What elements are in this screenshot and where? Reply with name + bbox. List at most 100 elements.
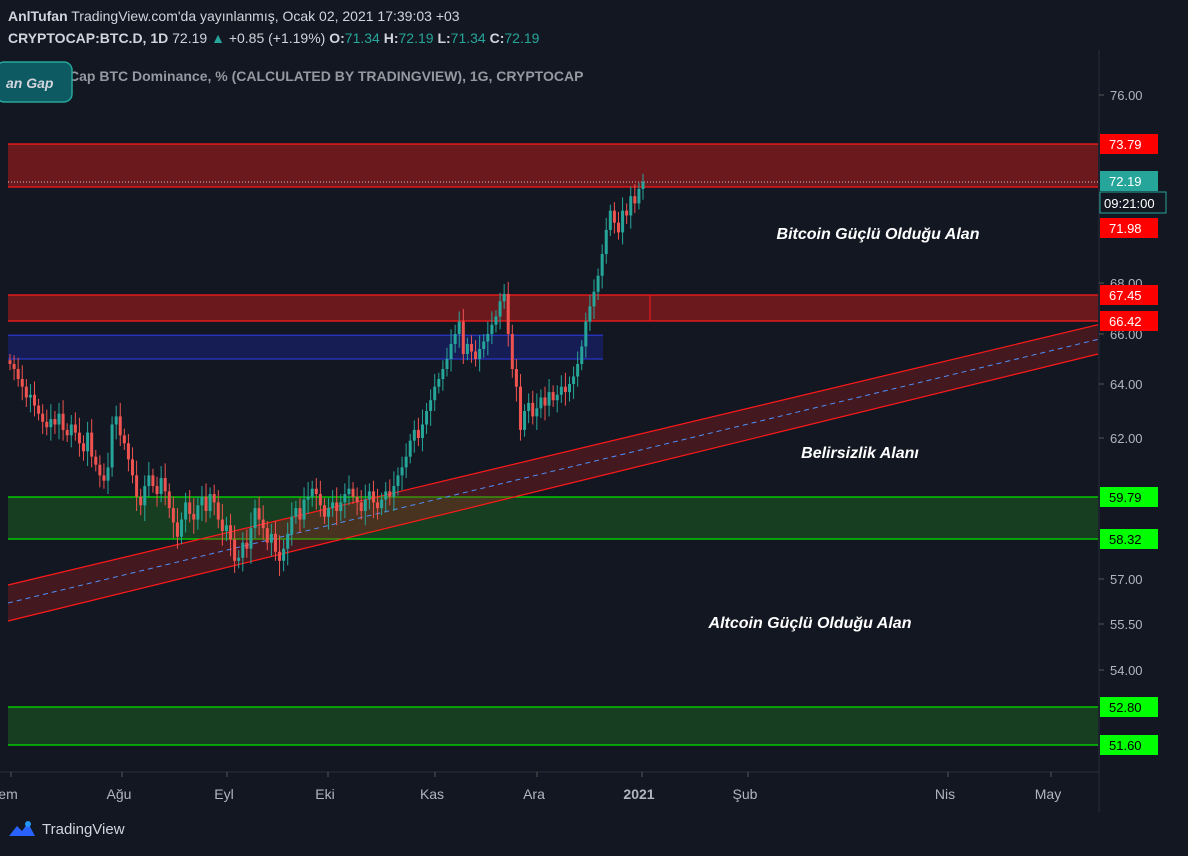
author-name[interactable]: AnlTufan [8,8,68,24]
candle [257,496,261,536]
candle-body [555,394,559,401]
price-label-51.60: 51.60 [1100,735,1158,755]
candle-body [588,306,592,322]
candle [351,482,355,504]
candle-body [437,379,441,387]
candle-body [404,456,408,468]
candle [69,415,73,448]
candle-body [494,316,498,325]
candle-body [167,491,171,509]
candle-body [106,467,110,481]
x-axis[interactable]: em Ağu Eyl Eki Kas Ara 2021 Şub Nis May [0,771,1099,802]
candle-body [596,275,600,292]
candle [371,480,375,519]
candle-body [396,475,400,487]
close-label: C: [489,30,505,46]
open-value: 71.34 [344,30,380,46]
candle [437,372,441,394]
candle-body [53,419,57,425]
candle-body [28,394,32,398]
candle-body [600,254,604,276]
price-label-text: 73.79 [1109,137,1142,152]
candle [114,405,118,440]
candle [24,379,28,407]
candle-body [343,494,347,503]
candle-body [12,364,16,369]
candle [94,450,98,472]
candle-body [306,496,310,500]
candle [196,496,200,530]
candle [527,393,531,424]
candle-body [8,360,12,364]
candle [314,478,318,510]
candle [33,381,37,417]
candle-body [61,413,65,430]
x-tick-label: Eki [315,786,334,802]
candle-body [253,508,257,529]
symbol-label[interactable]: CRYPTOCAP:BTC.D, 1D [8,30,169,46]
candle-body [143,486,147,506]
candle-body [73,424,77,433]
candle [261,505,265,540]
candle [559,375,563,403]
candle [367,483,371,510]
candle [604,217,608,264]
candle-body [110,424,114,468]
candle-body [425,411,429,425]
candle-body [376,502,380,509]
annotation-1: Bitcoin Güçlü Olduğu Alan [777,226,980,243]
candle [298,498,302,533]
candle-body [126,443,130,460]
candle [629,186,633,229]
candle [404,443,408,479]
candle-body [547,392,551,406]
footer-brand[interactable]: TradingView [8,820,125,838]
candle [306,482,310,514]
candle-body [551,392,555,401]
candle-body [572,376,576,384]
candle-body [449,344,453,359]
price-label-text: 67.45 [1109,288,1142,303]
candle [233,525,237,573]
candle [490,311,494,344]
x-tick-label: Kas [420,786,444,802]
candle-body [298,508,302,520]
candle-body [506,293,510,334]
candle-body [510,334,514,369]
candle-body [457,321,461,334]
candle-body [86,432,90,452]
candle-body [204,496,208,511]
candle [551,385,555,407]
candle [510,324,514,378]
candle-body [584,321,588,347]
price-labels: 73.79 71.98 67.45 66.42 59.79 58.32 52.80 51.60… [1099,134,1167,755]
candle-body [155,486,159,495]
candle-body [486,334,490,342]
candle-body [318,494,322,506]
candle [412,420,416,453]
candle-body [608,210,612,230]
candle [253,499,257,539]
candle [359,490,363,520]
candle [28,384,32,413]
candle [20,365,24,401]
candle [282,539,286,572]
candle [506,281,510,347]
candle [420,409,424,452]
candle [535,393,539,430]
candle-body [229,525,233,540]
candle-body [429,400,433,411]
candle [576,351,580,387]
candle [445,347,449,377]
candle-body [335,502,339,511]
high-label: H: [383,30,399,46]
price-label-text: 66.42 [1109,314,1142,329]
candle [118,402,122,447]
candle-body [392,486,396,497]
candle-body [65,429,69,436]
candle [461,308,465,364]
candle [273,521,277,561]
candle-body [294,508,298,517]
candle-body [384,491,388,500]
